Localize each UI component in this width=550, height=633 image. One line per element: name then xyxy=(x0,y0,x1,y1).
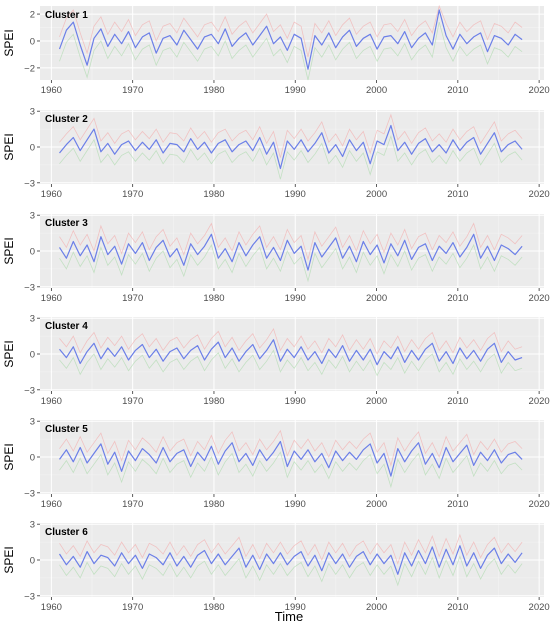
panel-5-y-tick-label: −3 xyxy=(24,488,35,499)
panel-5-band-upper xyxy=(59,429,523,467)
panel-5-x-tick-label: 2020 xyxy=(529,499,550,510)
panel-1-y-tick-label: 0 xyxy=(30,36,35,47)
panel-4-x-tick-label: 1970 xyxy=(122,396,143,407)
panel-6-y-tick-label: 0 xyxy=(30,556,35,567)
panel-3-x-tick-label: 2000 xyxy=(366,293,387,304)
panel-5-x-tick-label: 1990 xyxy=(285,499,306,510)
panel-1-band-lower xyxy=(59,21,523,81)
panel-3-x-tick-label: 2010 xyxy=(447,293,468,304)
panel-5-x-tick-label: 1980 xyxy=(203,499,224,510)
panel-3-x-tick-label: 1960 xyxy=(41,293,62,304)
panel-1-series-line xyxy=(58,9,523,70)
panel-1-title: Cluster 1 xyxy=(45,10,88,21)
panel-1-y-tick-label: −2 xyxy=(24,63,35,74)
panel-2-x-tick-label: 1990 xyxy=(285,189,306,200)
panel-4-x-tick-label: 1980 xyxy=(203,396,224,407)
panel-2-x-tick-label: 1960 xyxy=(41,189,62,200)
panel-3-title: Cluster 3 xyxy=(45,218,88,229)
panel-6-x-tick-label: 2000 xyxy=(366,602,387,613)
panel-6-x-tick-label: 1970 xyxy=(122,602,143,613)
panel-4-band-lower xyxy=(59,349,523,377)
panel-4-series-line xyxy=(59,339,523,366)
panel-6-y-tick-label: 3 xyxy=(30,520,35,531)
panel-6-x-tick-label: 2010 xyxy=(447,602,468,613)
panel-3-band-lower xyxy=(59,243,523,283)
panel-5-title: Cluster 5 xyxy=(45,424,88,435)
panel-5-x-tick-label: 1970 xyxy=(122,499,143,510)
panel-2-x-tick-label: 2010 xyxy=(447,189,468,200)
panel-2-band-lower xyxy=(59,134,523,180)
panel-3-band-upper xyxy=(59,222,523,261)
panel-3-x-tick-label: 2020 xyxy=(529,293,550,304)
panel-6-title: Cluster 6 xyxy=(45,527,88,538)
panel-4-x-tick-label: 2000 xyxy=(366,396,387,407)
panel-1-x-tick-label: 1960 xyxy=(41,85,62,96)
panel-1-x-tick-label: 2010 xyxy=(447,85,468,96)
panel-5-x-tick-label: 2000 xyxy=(366,499,387,510)
panel-2-y-tick-label: 0 xyxy=(30,143,35,154)
panel-6-band-upper xyxy=(59,533,523,565)
panel-4-x-tick-label: 2020 xyxy=(529,396,550,407)
panel-4-y-axis-title: SPEI xyxy=(2,340,16,367)
panel-2-series-line xyxy=(59,124,523,170)
panel-1-y-tick-label: 2 xyxy=(30,10,35,21)
panel-6-band-lower xyxy=(59,555,523,587)
panel-4-x-tick-label: 1990 xyxy=(285,396,306,407)
panel-2-band-upper xyxy=(59,113,523,158)
panel-3-y-tick-label: 0 xyxy=(30,247,35,258)
panel-4-x-tick-label: 1960 xyxy=(41,396,62,407)
panel-1-x-tick-label: 1990 xyxy=(285,85,306,96)
panel-3-y-axis-title: SPEI xyxy=(2,237,16,264)
panel-4-y-tick-label: 0 xyxy=(30,350,35,361)
panel-6-y-axis-title: SPEI xyxy=(2,546,16,573)
panel-5-band-lower xyxy=(59,451,523,489)
panel-1-x-tick-label: 2020 xyxy=(529,85,550,96)
panel-5-y-tick-label: 3 xyxy=(30,417,35,428)
panel-3-x-tick-label: 1980 xyxy=(203,293,224,304)
panel-6-x-tick-label: 2020 xyxy=(529,602,550,613)
panel-4-x-tick-label: 2010 xyxy=(447,396,468,407)
panel-3-y-tick-label: 3 xyxy=(30,211,35,222)
panel-2-y-tick-label: −3 xyxy=(24,178,35,189)
panel-6-y-tick-label: −3 xyxy=(24,591,35,602)
panel-3-x-tick-label: 1970 xyxy=(122,293,143,304)
panel-2-x-tick-label: 1980 xyxy=(203,189,224,200)
panel-1-background xyxy=(40,6,544,80)
panel-5-x-tick-label: 2010 xyxy=(447,499,468,510)
panel-2-y-axis-title: SPEI xyxy=(2,133,16,160)
panel-2-y-tick-label: 3 xyxy=(30,107,35,118)
panel-6-x-tick-label: 1980 xyxy=(203,602,224,613)
panel-3-y-tick-label: −3 xyxy=(24,282,35,293)
panel-5-x-tick-label: 1960 xyxy=(41,499,62,510)
panel-1-band-upper xyxy=(59,4,523,58)
panel-1-x-tick-label: 2000 xyxy=(366,85,387,96)
panel-5-y-axis-title: SPEI xyxy=(2,443,16,470)
panel-5-series-line xyxy=(59,440,523,477)
panel-1-x-tick-label: 1970 xyxy=(122,85,143,96)
panel-6-series-line xyxy=(58,545,523,575)
panel-1-y-axis-title: SPEI xyxy=(2,29,16,56)
panel-3-series-line xyxy=(58,233,523,271)
panel-3-x-tick-label: 1990 xyxy=(285,293,306,304)
panel-4-y-tick-label: −3 xyxy=(24,385,35,396)
panel-2-x-tick-label: 2000 xyxy=(366,189,387,200)
panel-2-x-tick-label: 2020 xyxy=(529,189,550,200)
panel-6-x-tick-label: 1990 xyxy=(285,602,306,613)
panel-4-band-upper xyxy=(59,327,523,355)
panel-5-y-tick-label: 0 xyxy=(30,453,35,464)
panel-2-title: Cluster 2 xyxy=(45,114,88,125)
panel-1-x-tick-label: 1980 xyxy=(203,85,224,96)
panel-4-y-tick-label: 3 xyxy=(30,314,35,325)
panel-4-title: Cluster 4 xyxy=(45,321,88,332)
panel-2-x-tick-label: 1970 xyxy=(122,189,143,200)
panel-6-x-tick-label: 1960 xyxy=(41,602,62,613)
